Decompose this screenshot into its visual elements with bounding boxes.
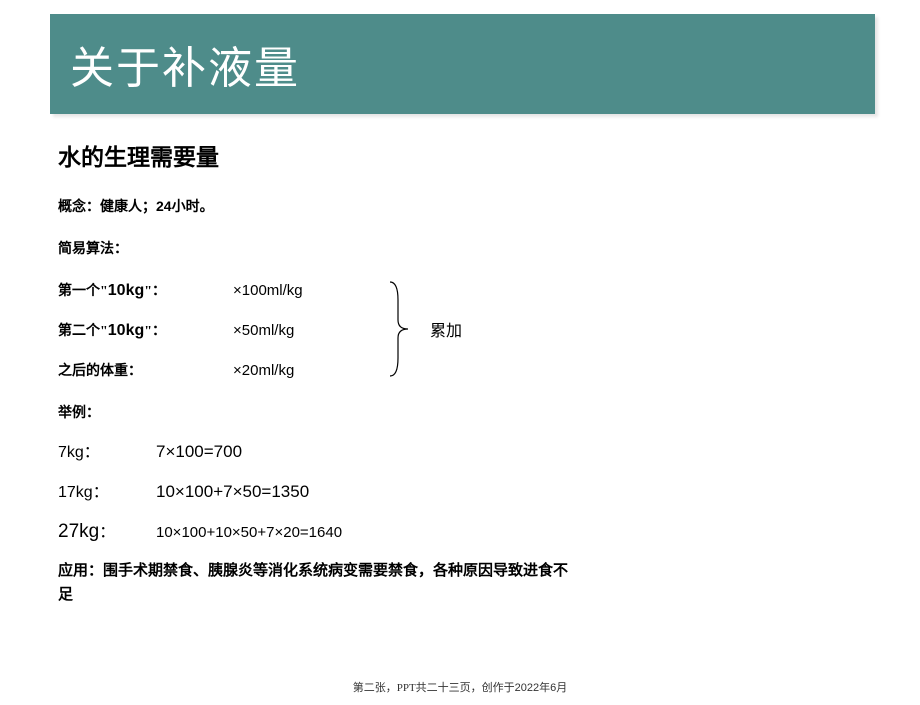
concept-label: 概念： [58,200,100,215]
example-calc-3: 10×100+10×50+7×20=1640 [156,524,342,541]
concept-line: 概念：健康人；24小时。 [58,196,920,216]
rule-row-3: 之后的体重： ×20ml/kg [58,360,388,380]
slide-title: 关于补液量 [70,32,300,96]
example-row-2: 17kg： 10×100+7×50=1350 [58,478,920,502]
concept-hours-suffix: 小时。 [172,200,214,215]
rule-label-2: 第二个"10kg"： [58,320,233,340]
rule-row-2: 第二个"10kg"： ×50ml/kg [58,320,388,340]
rule-label-1: 第一个"10kg"： [58,280,233,300]
slide-footer: 第二张，PPT共二十三页，创作于2022年6月 [0,679,920,695]
right-brace-icon [388,280,410,378]
rule-value-3: ×20ml/kg [233,362,294,379]
bracket-group: 累加 [388,280,462,378]
application-text: 应用：围手术期禁食、胰腺炎等消化系统病变需要禁食，各种原因导致进食不足 [58,559,578,607]
title-bar: 关于补液量 [50,14,875,114]
concept-hours: 24 [156,198,172,214]
method-label: 简易算法： [58,238,920,258]
subtitle: 水的生理需要量 [58,138,920,172]
example-row-3: 27kg： 10×100+10×50+7×20=1640 [58,518,920,543]
example-weight-3: 27kg： [58,518,156,543]
rule-label-3: 之后的体重： [58,360,233,380]
example-calc-1: 7×100=700 [156,442,242,462]
rule-row-1: 第一个"10kg"： ×100ml/kg [58,280,388,300]
rule-value-2: ×50ml/kg [233,322,294,339]
example-label: 举例： [58,402,920,422]
concept-people: 健康人； [100,200,156,215]
example-calc-2: 10×100+7×50=1350 [156,482,309,502]
bracket-label: 累加 [430,317,462,341]
rule-value-1: ×100ml/kg [233,282,303,299]
example-row-1: 7kg： 7×100=700 [58,438,920,462]
rules-list: 第一个"10kg"： ×100ml/kg 第二个"10kg"： ×50ml/kg… [58,280,388,400]
content-area: 水的生理需要量 概念：健康人；24小时。 简易算法： 第一个"10kg"： ×1… [58,138,920,607]
example-weight-2: 17kg： [58,478,156,502]
example-weight-1: 7kg： [58,438,156,462]
rules-section: 第一个"10kg"： ×100ml/kg 第二个"10kg"： ×50ml/kg… [58,280,920,400]
